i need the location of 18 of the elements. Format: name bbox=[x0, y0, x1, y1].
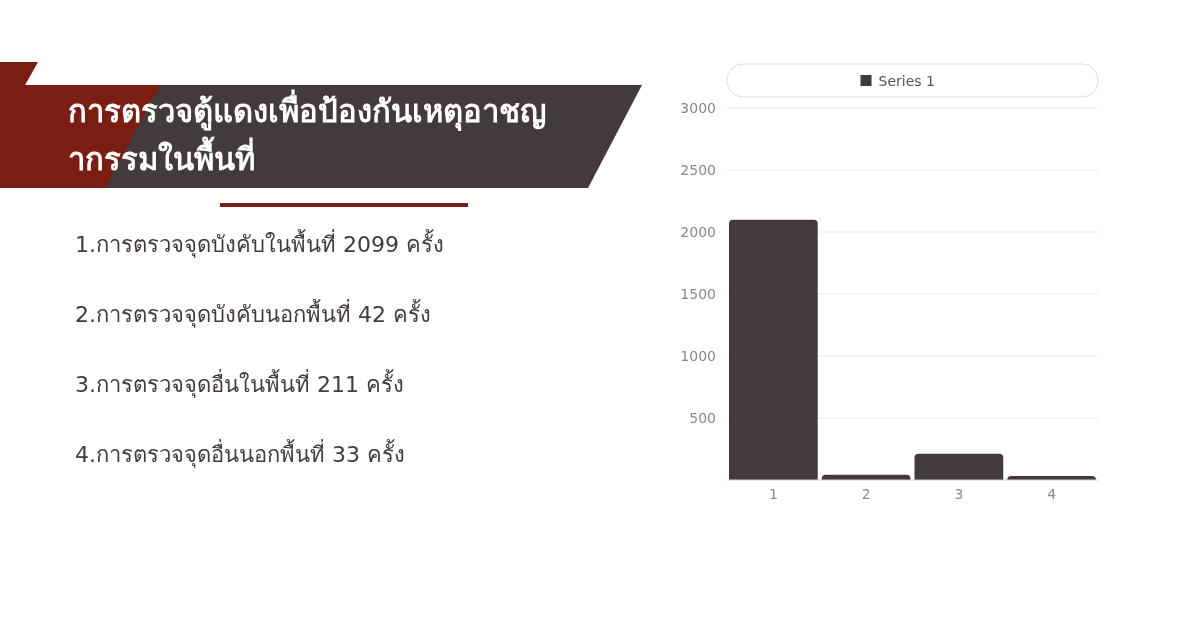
x-tick-label: 3 bbox=[954, 486, 964, 502]
legend-label: Series 1 bbox=[878, 73, 935, 89]
text: 3.การตรวจจุดอื่นในพื้นที่ 211 ครั้ง bbox=[75, 369, 404, 398]
y-tick-label: 1000 bbox=[680, 348, 716, 364]
y-tick-label: 500 bbox=[689, 410, 716, 426]
bar bbox=[914, 453, 1004, 480]
x-tick-label: 2 bbox=[861, 486, 871, 502]
y-tick-label: 3000 bbox=[680, 100, 716, 116]
y-tick-label: 1500 bbox=[680, 286, 716, 302]
y-tick-label: 2000 bbox=[680, 224, 716, 240]
y-tick-label: 2500 bbox=[680, 162, 716, 178]
text: 2.การตรวจจุดบังคับนอกพื้นที่ 42 ครั้ง bbox=[75, 299, 431, 328]
text: 4.การตรวจจุดอื่นนอกพื้นที่ 33 ครั้ง bbox=[75, 439, 405, 468]
x-tick-label: 1 bbox=[768, 486, 778, 502]
text: 1.การตรวจจุดบังคับในพื้นที่ 2099 ครั้ง bbox=[75, 229, 444, 258]
text: การตรวจตู้แดงเพื่อป้องกันเหตุอาชญากรรมในพื้นที่ bbox=[68, 89, 546, 177]
x-tick-label: 4 bbox=[1047, 486, 1057, 502]
bar bbox=[729, 219, 818, 480]
